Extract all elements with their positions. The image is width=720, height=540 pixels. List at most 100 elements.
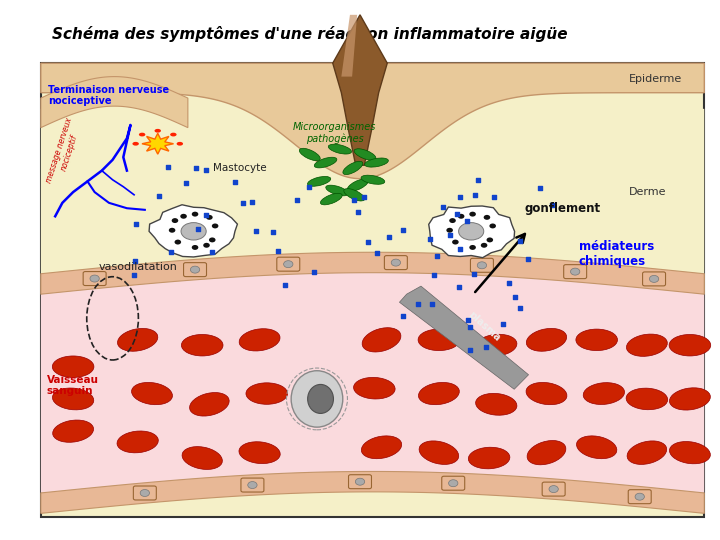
Ellipse shape	[176, 142, 183, 146]
Point	[523, 254, 534, 263]
Point	[291, 195, 302, 204]
Ellipse shape	[343, 161, 363, 174]
FancyBboxPatch shape	[83, 272, 106, 286]
Ellipse shape	[549, 485, 558, 492]
Ellipse shape	[468, 447, 510, 469]
Point	[509, 293, 521, 302]
Ellipse shape	[669, 334, 711, 356]
Ellipse shape	[284, 261, 293, 268]
Polygon shape	[341, 15, 357, 77]
Point	[464, 346, 475, 354]
FancyBboxPatch shape	[629, 490, 651, 504]
Ellipse shape	[487, 238, 493, 242]
Ellipse shape	[626, 334, 667, 356]
Point	[383, 233, 395, 241]
Point	[200, 165, 212, 174]
Ellipse shape	[53, 420, 94, 442]
Ellipse shape	[203, 243, 210, 248]
Point	[181, 179, 192, 187]
Point	[534, 184, 546, 192]
Ellipse shape	[418, 329, 459, 350]
Ellipse shape	[583, 383, 624, 404]
Point	[454, 193, 466, 201]
Ellipse shape	[315, 157, 337, 168]
Point	[372, 249, 383, 258]
Ellipse shape	[320, 193, 342, 205]
FancyBboxPatch shape	[642, 272, 665, 286]
Polygon shape	[142, 133, 174, 154]
Text: message nerveux
nociceptif: message nerveux nociceptif	[45, 116, 84, 187]
Ellipse shape	[246, 383, 287, 404]
Polygon shape	[333, 15, 387, 165]
Ellipse shape	[570, 268, 580, 275]
Point	[503, 279, 515, 288]
Ellipse shape	[140, 489, 150, 496]
Ellipse shape	[469, 245, 476, 250]
Point	[397, 312, 409, 321]
Ellipse shape	[452, 240, 459, 245]
Point	[469, 191, 481, 200]
Ellipse shape	[484, 215, 490, 220]
Ellipse shape	[354, 148, 376, 160]
Point	[397, 225, 409, 234]
Ellipse shape	[325, 185, 348, 196]
Polygon shape	[428, 206, 515, 258]
Ellipse shape	[458, 214, 464, 219]
Ellipse shape	[476, 393, 517, 415]
Point	[428, 271, 440, 280]
Ellipse shape	[182, 447, 222, 469]
Ellipse shape	[192, 212, 198, 217]
FancyBboxPatch shape	[442, 476, 464, 490]
Point	[468, 270, 480, 279]
Ellipse shape	[248, 482, 257, 489]
Point	[128, 270, 140, 279]
Ellipse shape	[90, 275, 99, 282]
Point	[308, 268, 320, 276]
FancyBboxPatch shape	[542, 482, 565, 496]
Ellipse shape	[635, 493, 644, 500]
Text: Terminaison nerveuse
nociceptive: Terminaison nerveuse nociceptive	[48, 85, 169, 106]
Point	[432, 252, 444, 260]
Point	[438, 202, 449, 211]
Point	[359, 193, 370, 201]
Ellipse shape	[469, 212, 476, 217]
Ellipse shape	[490, 224, 496, 228]
Text: médiateurs
chimiques: médiateurs chimiques	[579, 240, 654, 268]
Ellipse shape	[361, 436, 402, 458]
Point	[363, 238, 374, 247]
Ellipse shape	[670, 388, 711, 410]
Point	[425, 234, 436, 243]
FancyBboxPatch shape	[276, 257, 300, 271]
FancyBboxPatch shape	[41, 63, 704, 517]
Point	[480, 343, 491, 352]
Ellipse shape	[354, 377, 395, 399]
Ellipse shape	[344, 188, 365, 201]
Ellipse shape	[476, 334, 517, 356]
Ellipse shape	[627, 441, 667, 464]
Ellipse shape	[419, 441, 459, 464]
Ellipse shape	[477, 262, 487, 269]
Ellipse shape	[418, 382, 459, 404]
Ellipse shape	[168, 228, 176, 233]
Ellipse shape	[300, 148, 320, 161]
Ellipse shape	[446, 228, 453, 233]
Point	[464, 322, 476, 331]
Ellipse shape	[527, 441, 566, 465]
Ellipse shape	[449, 480, 458, 487]
Polygon shape	[41, 471, 704, 514]
Point	[303, 183, 315, 191]
Ellipse shape	[117, 328, 158, 351]
Ellipse shape	[132, 382, 172, 404]
Ellipse shape	[181, 222, 206, 240]
Ellipse shape	[362, 328, 401, 352]
Polygon shape	[41, 252, 704, 294]
Ellipse shape	[171, 218, 179, 223]
Ellipse shape	[155, 129, 161, 133]
Point	[426, 300, 437, 308]
Ellipse shape	[577, 436, 617, 458]
Text: Microorganismes
pathogènes: Microorganismes pathogènes	[293, 122, 377, 145]
Point	[498, 320, 509, 329]
Ellipse shape	[206, 215, 212, 220]
Ellipse shape	[481, 243, 487, 248]
Point	[207, 247, 218, 256]
